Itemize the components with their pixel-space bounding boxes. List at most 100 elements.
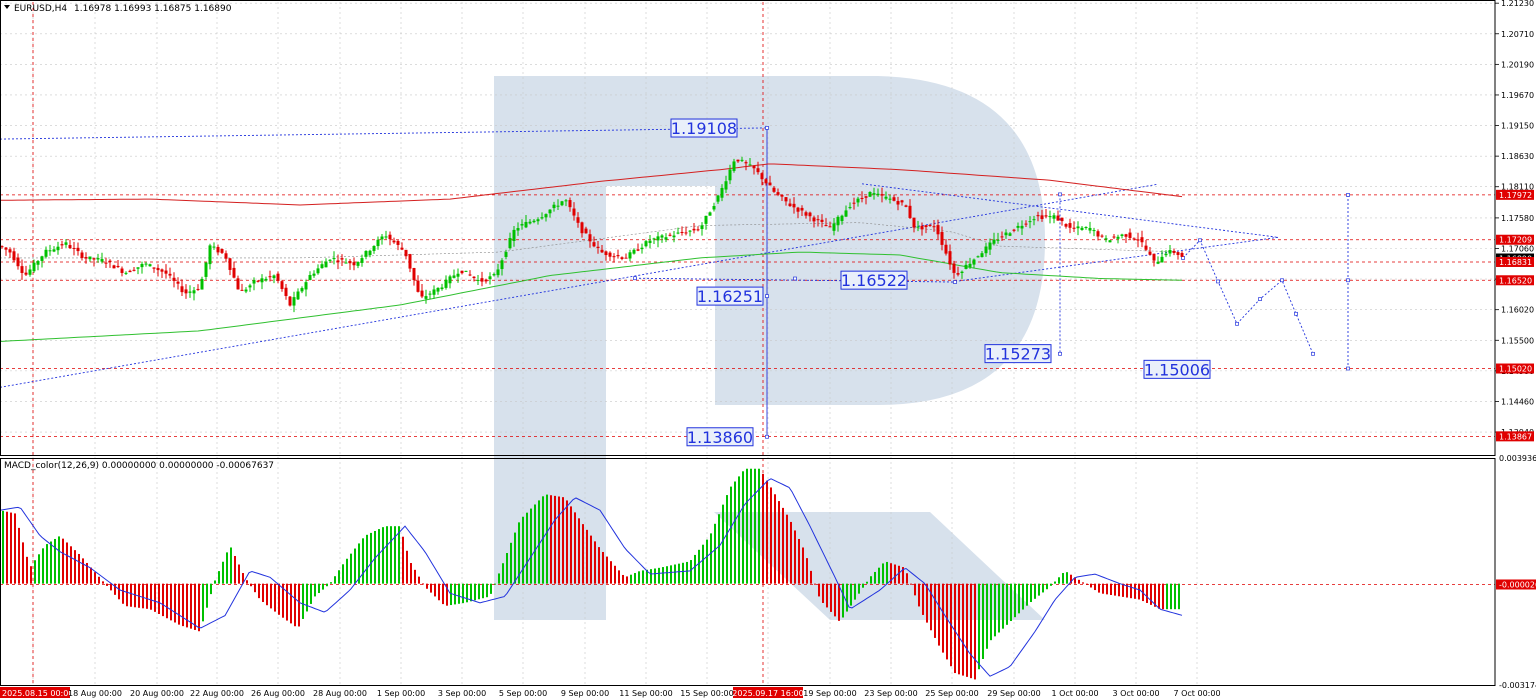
candle-body bbox=[304, 282, 308, 290]
candle bbox=[212, 242, 216, 250]
candle bbox=[720, 184, 724, 202]
candle bbox=[168, 267, 172, 279]
level-tag bbox=[1496, 256, 1534, 267]
candle bbox=[732, 158, 736, 173]
candle-body bbox=[240, 289, 244, 291]
candle bbox=[232, 261, 236, 279]
candle bbox=[808, 211, 812, 222]
macd-bar bbox=[866, 581, 868, 584]
candle bbox=[44, 246, 48, 259]
macd-bar bbox=[126, 583, 128, 607]
macd-bar bbox=[286, 583, 288, 621]
candle-body bbox=[612, 256, 616, 258]
candle bbox=[108, 259, 112, 268]
macd-bar bbox=[82, 558, 84, 584]
candle bbox=[312, 270, 316, 278]
macd-bar bbox=[1066, 572, 1068, 584]
candle bbox=[1000, 231, 1004, 241]
candle-body bbox=[88, 256, 92, 260]
macd-bar bbox=[834, 583, 836, 617]
candle bbox=[596, 241, 600, 254]
annotation-label: 1.13860 bbox=[687, 428, 753, 447]
candle-body bbox=[492, 274, 496, 276]
candle-body bbox=[596, 246, 600, 249]
anchor-node bbox=[765, 434, 769, 439]
candle bbox=[344, 258, 348, 264]
macd-bar bbox=[466, 583, 468, 603]
candle bbox=[668, 232, 672, 237]
candle-body bbox=[1156, 261, 1160, 264]
x-tick-label: 18 Aug 00:00 bbox=[68, 689, 122, 698]
macd-bar bbox=[510, 542, 512, 584]
macd-bar bbox=[886, 561, 888, 584]
candle bbox=[28, 264, 32, 277]
x-tick-label: 19 Sep 00:00 bbox=[803, 689, 856, 698]
macd-bar bbox=[1102, 583, 1104, 594]
macd-bar bbox=[86, 562, 88, 584]
candle bbox=[676, 227, 680, 235]
candle bbox=[692, 223, 696, 234]
candle bbox=[924, 225, 928, 234]
candle-body bbox=[296, 291, 300, 300]
candle bbox=[448, 274, 452, 289]
candle-body bbox=[784, 197, 788, 202]
macd-bar bbox=[754, 468, 756, 584]
macd-bar bbox=[962, 583, 964, 676]
macd-bar bbox=[94, 572, 96, 584]
macd-bar bbox=[374, 530, 376, 584]
candle bbox=[944, 239, 948, 256]
candle bbox=[968, 257, 972, 269]
candle-body bbox=[808, 212, 812, 217]
candle bbox=[1028, 216, 1032, 229]
macd-bar bbox=[390, 526, 392, 584]
candle-body bbox=[4, 247, 8, 250]
candle bbox=[328, 259, 332, 264]
candle bbox=[324, 258, 328, 268]
macd-bar bbox=[562, 497, 564, 584]
x-tick-label: 29 Sep 00:00 bbox=[987, 689, 1040, 698]
candle-body bbox=[444, 279, 448, 288]
macd-bar bbox=[530, 508, 532, 584]
candle-body bbox=[856, 198, 860, 203]
x-tick-label: 28 Aug 00:00 bbox=[313, 689, 367, 698]
candle bbox=[1096, 229, 1100, 241]
macd-bar bbox=[942, 583, 944, 653]
x-tick-label: 20 Aug 00:00 bbox=[130, 689, 184, 698]
annotation-label: 1.16522 bbox=[841, 271, 907, 290]
candle bbox=[936, 219, 940, 239]
candle bbox=[404, 249, 408, 260]
candle bbox=[1176, 251, 1180, 260]
candle-body bbox=[1036, 215, 1040, 217]
candle-body bbox=[440, 287, 444, 290]
candle-body bbox=[232, 267, 236, 278]
candle bbox=[280, 280, 284, 292]
macd-bar bbox=[746, 468, 748, 584]
candle-body bbox=[652, 238, 656, 240]
candle bbox=[912, 217, 916, 233]
candle bbox=[984, 242, 988, 257]
candle bbox=[476, 274, 480, 286]
macd-bar bbox=[402, 536, 404, 584]
macd-bar bbox=[150, 583, 152, 610]
candle-body bbox=[1164, 253, 1168, 256]
candle bbox=[292, 291, 296, 313]
candle-body bbox=[36, 261, 40, 265]
candle-body bbox=[264, 278, 268, 281]
collapse-triangle-icon[interactable] bbox=[4, 5, 10, 9]
macd-bar bbox=[1002, 583, 1004, 629]
candle bbox=[736, 159, 740, 163]
candle bbox=[960, 270, 964, 279]
candle-body bbox=[896, 201, 900, 205]
candle-body bbox=[432, 289, 436, 295]
candle-body bbox=[912, 217, 916, 228]
annotation-box bbox=[686, 427, 754, 447]
time-tag bbox=[733, 687, 803, 698]
candle-body bbox=[324, 261, 328, 268]
candle bbox=[920, 222, 924, 236]
candle bbox=[572, 202, 576, 221]
macd-bar bbox=[1058, 577, 1060, 584]
macd-bar bbox=[142, 583, 144, 609]
candle bbox=[756, 161, 760, 175]
